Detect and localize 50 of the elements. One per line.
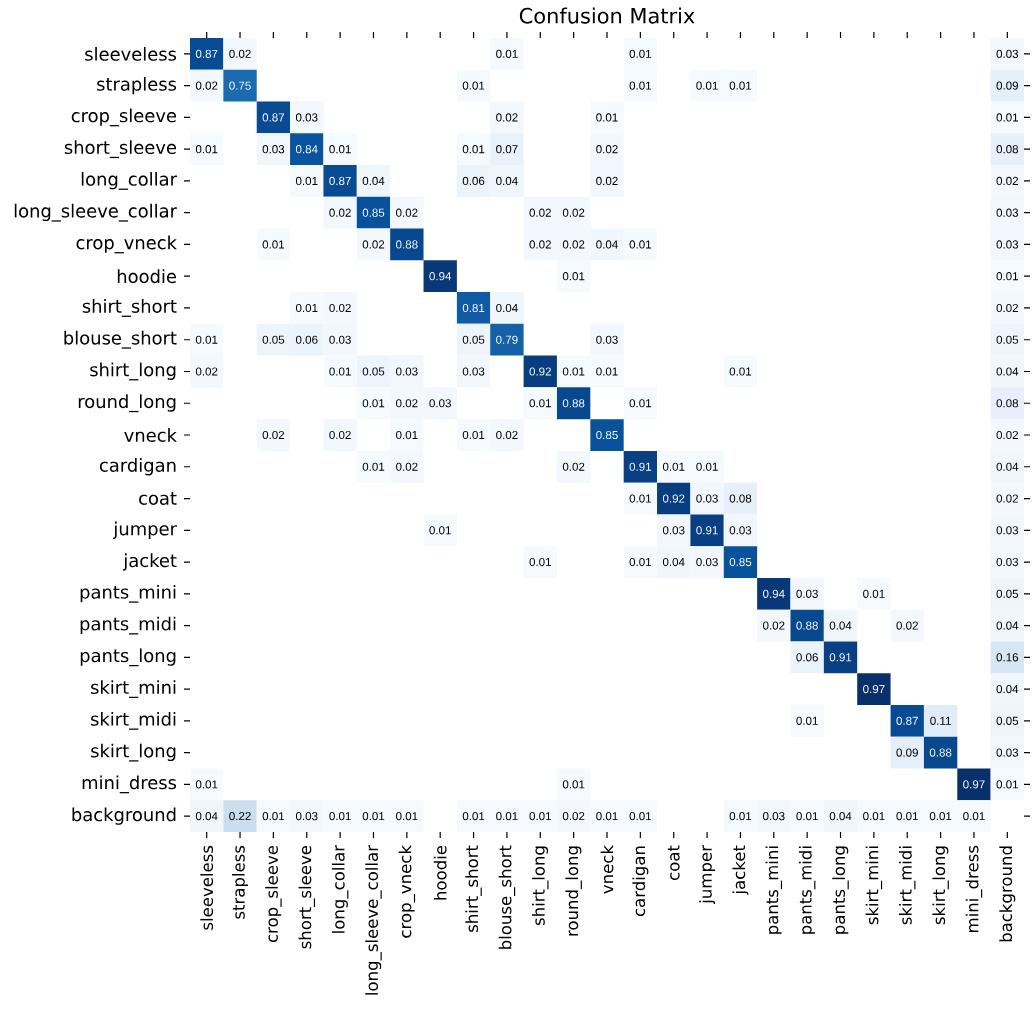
y-tick-label: background — [72, 807, 176, 825]
y-tick-label: jacket — [123, 553, 177, 571]
x-tick-label: long_collar — [331, 845, 349, 933]
y-tick-label: skirt_midi — [91, 711, 176, 730]
y-tick-label: strapless — [97, 76, 177, 95]
x-tick-label: short_sleeve — [298, 845, 315, 949]
y-tick-label: skirt_mini — [91, 680, 176, 699]
y-tick-label: pants_long — [80, 648, 176, 667]
y-tick-label: hoodie — [117, 269, 177, 284]
y-tick-label: pants_mini — [80, 584, 176, 603]
y-tick-label: sleeveless — [85, 46, 177, 61]
x-tick-label: background — [999, 846, 1016, 942]
x-tick-label: pants_long — [832, 846, 849, 934]
x-tick-label: strapless — [232, 845, 249, 919]
y-tick-label: crop_sleeve — [71, 108, 177, 127]
x-tick-label: shirt_short — [465, 845, 482, 932]
y-tick-label: coat — [139, 492, 177, 505]
y-tick-label: shirt_long — [90, 362, 176, 381]
y-tick-label: long_collar — [81, 172, 177, 190]
x-tick-label: cardigan — [632, 846, 649, 917]
x-tick-label: crop_vneck — [398, 845, 416, 938]
x-tick-label: skirt_mini — [865, 846, 883, 925]
x-tick-label: round_long — [565, 846, 582, 936]
y-tick-label: blouse_short — [64, 330, 177, 349]
y-tick-label: skirt_long — [91, 743, 176, 762]
x-tick-label: jacket — [732, 845, 749, 895]
y-tick-label: long_sleeve_collar — [14, 203, 177, 222]
x-tick-label: pants_midi — [798, 846, 816, 934]
x-tick-label: long_sleeve_collar — [365, 845, 382, 995]
y-tick-label: mini_dress — [82, 775, 177, 794]
x-tick-label: coat — [667, 845, 680, 880]
x-tick-label: crop_sleeve — [265, 845, 282, 943]
y-tick-label: pants_midi — [80, 616, 176, 635]
x-tick-label: mini_dress — [965, 845, 983, 932]
chart-title: Confusion Matrix — [519, 7, 695, 24]
y-tick-label: shirt_short — [82, 299, 177, 317]
y-tick-label: short_sleeve — [64, 140, 177, 159]
x-tick-label: vneck — [600, 845, 614, 894]
x-tick-label: skirt_long — [932, 846, 949, 925]
y-tick-label: crop_vneck — [76, 235, 177, 254]
x-tick-label: pants_mini — [765, 846, 783, 934]
y-tick-label: vneck — [124, 428, 177, 442]
x-tick-label: shirt_long — [532, 846, 549, 926]
y-tick-label: cardigan — [99, 458, 176, 476]
x-tick-label: blouse_short — [498, 845, 516, 949]
x-tick-label: jumper — [699, 845, 716, 905]
x-tick-label: hoodie — [433, 845, 447, 900]
y-tick-label: round_long — [78, 394, 176, 413]
x-tick-label: skirt_midi — [899, 846, 916, 925]
y-tick-label: jumper — [113, 521, 177, 539]
